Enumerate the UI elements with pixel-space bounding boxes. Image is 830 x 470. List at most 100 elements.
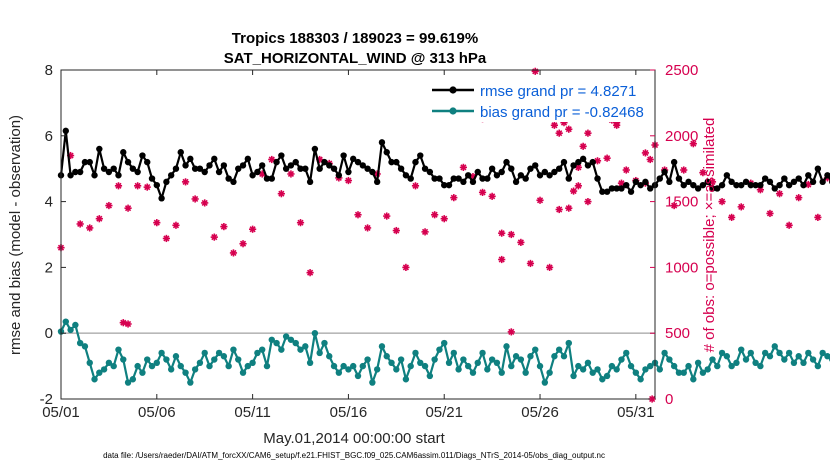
- rmse-marker: [244, 155, 252, 163]
- y-axis-label: rmse and bias (model - observation): [7, 115, 24, 355]
- bias-marker: [661, 349, 668, 357]
- bias-marker: [527, 353, 534, 360]
- bias-marker: [306, 359, 314, 367]
- rmse-marker: [503, 158, 510, 166]
- rmse-marker: [527, 165, 534, 172]
- bias-marker: [129, 376, 137, 383]
- rmse-marker: [350, 155, 357, 163]
- bias-marker: [776, 349, 783, 357]
- bias-marker: [618, 356, 625, 363]
- rmse-marker: [239, 162, 247, 169]
- rmse-marker: [230, 178, 237, 186]
- bias-marker: [148, 362, 156, 370]
- bias-marker: [206, 362, 213, 370]
- bias-marker: [335, 369, 343, 376]
- bias-marker: [393, 366, 400, 373]
- rmse-marker: [718, 181, 726, 189]
- obs-count-marker: [565, 204, 573, 212]
- rmse-marker: [752, 181, 759, 189]
- rmse-marker: [292, 158, 299, 166]
- rmse-marker: [675, 175, 683, 182]
- rmse-marker: [551, 168, 558, 176]
- rmse-marker: [258, 162, 266, 169]
- obs-count-marker: [766, 209, 774, 218]
- y-right-tick-label: 500: [665, 325, 690, 342]
- bias-marker: [536, 362, 544, 370]
- bias-marker: [397, 356, 405, 363]
- x-tick-label: 05/31: [617, 404, 655, 421]
- obs-count-marker: [402, 263, 410, 271]
- rmse-marker: [417, 152, 424, 159]
- obs-count-marker: [555, 205, 563, 214]
- rmse-marker: [124, 158, 132, 166]
- rmse-marker: [790, 178, 798, 186]
- obs-count-marker: [411, 182, 420, 190]
- rmse-marker: [623, 181, 630, 189]
- obs-count-marker: [421, 228, 429, 236]
- obs-count-marker: [450, 194, 458, 202]
- rmse-marker: [479, 175, 486, 182]
- bias-marker: [809, 356, 817, 363]
- rmse-marker: [105, 168, 113, 176]
- y-tick-label: 6: [45, 128, 53, 145]
- bias-marker: [455, 366, 462, 373]
- rmse-marker: [378, 139, 386, 146]
- obs-count-marker: [249, 225, 257, 233]
- rmse-marker: [757, 181, 764, 189]
- bias-marker: [766, 353, 774, 360]
- rmse-marker: [771, 185, 778, 192]
- rmse-marker: [211, 155, 218, 163]
- obs-count-marker: [795, 194, 803, 202]
- bias-marker: [441, 339, 448, 347]
- rmse-marker: [263, 175, 271, 182]
- bias-marker: [460, 356, 467, 363]
- bias-marker: [235, 356, 242, 363]
- x-tick-label: 05/06: [138, 404, 176, 421]
- x-tick-label: 05/26: [521, 404, 559, 421]
- obs-count-marker: [565, 125, 573, 133]
- bias-marker: [656, 366, 663, 373]
- rmse-marker: [254, 168, 261, 176]
- rmse-marker: [163, 178, 170, 186]
- rmse-marker: [488, 165, 496, 172]
- rmse-marker: [67, 172, 74, 179]
- rmse-marker: [627, 188, 635, 195]
- rmse-marker: [714, 185, 721, 192]
- bias-marker: [675, 369, 683, 376]
- rmse-marker: [388, 158, 395, 166]
- bias-marker: [196, 359, 204, 367]
- rmse-marker: [282, 165, 290, 172]
- rmse-marker: [599, 188, 606, 195]
- bias-marker: [67, 326, 74, 334]
- rmse-marker: [761, 175, 769, 182]
- rmse-marker: [694, 185, 702, 192]
- obs-count-marker: [641, 149, 650, 157]
- obs-count-marker: [613, 121, 621, 129]
- rmse-marker: [565, 175, 572, 182]
- bias-marker: [115, 346, 122, 353]
- rmse-marker: [809, 178, 817, 186]
- bias-marker: [690, 376, 697, 383]
- bias-marker: [814, 362, 822, 370]
- rmse-marker: [632, 178, 640, 186]
- rmse-marker: [579, 155, 587, 163]
- rmse-marker: [144, 158, 151, 166]
- obs-count-marker: [306, 269, 314, 277]
- bias-marker: [72, 321, 79, 329]
- obs-count-marker: [392, 226, 400, 235]
- obs-count-marker: [344, 176, 353, 185]
- obs-count-marker: [363, 224, 372, 232]
- bias-marker: [608, 362, 616, 370]
- obs-count-marker: [239, 240, 247, 248]
- bias-marker: [445, 359, 453, 367]
- rmse-marker: [517, 172, 525, 179]
- bias-marker: [330, 362, 338, 370]
- bias-marker: [599, 376, 606, 383]
- bias-marker: [278, 346, 285, 353]
- bias-marker: [81, 343, 89, 350]
- bias-marker: [728, 362, 735, 370]
- bias-marker: [273, 339, 280, 347]
- bias-marker: [302, 343, 309, 350]
- obs-count-marker: [143, 183, 151, 191]
